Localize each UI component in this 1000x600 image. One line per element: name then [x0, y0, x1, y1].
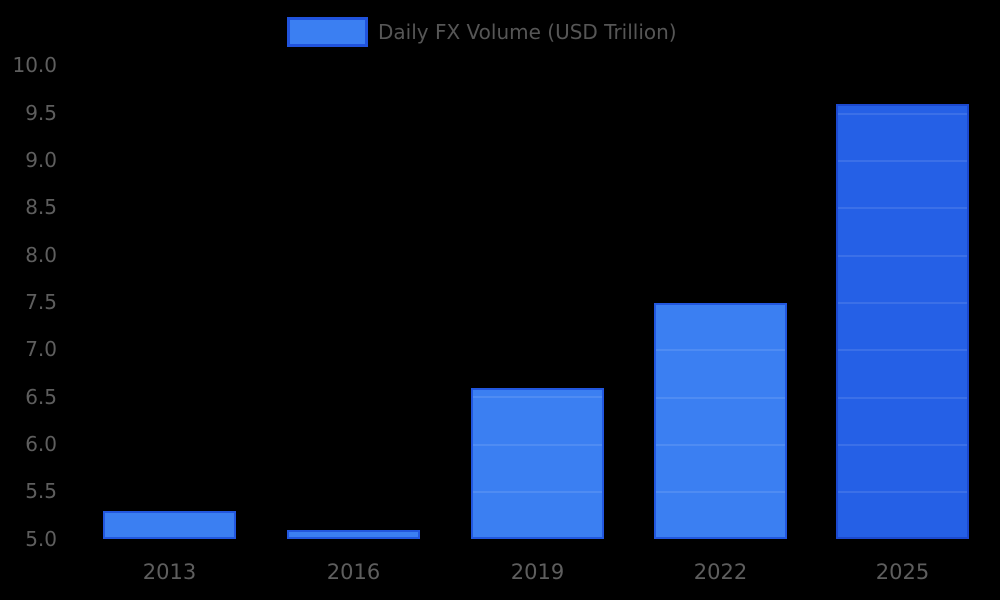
legend-label: Daily FX Volume (USD Trillion) [378, 20, 677, 44]
y-tick-label: 6.0 [25, 431, 57, 456]
gridline-stripe [838, 159, 967, 162]
gridline-stripe [838, 207, 967, 210]
bar-2022 [654, 302, 787, 540]
y-tick-label: 8.5 [25, 195, 57, 220]
x-tick-label-2022: 2022 [693, 560, 748, 584]
gridline-stripe [838, 443, 967, 446]
y-tick-label: 9.0 [25, 147, 57, 172]
gridline-stripe [656, 491, 785, 494]
y-tick-label: 8.0 [25, 242, 57, 267]
gridline-stripe [838, 254, 967, 257]
bar-2016 [287, 530, 420, 540]
gridline-stripe [838, 396, 967, 399]
x-tick-label-2025: 2025 [875, 560, 930, 584]
y-tick-label: 10.0 [12, 53, 57, 78]
bar-2013 [103, 511, 236, 540]
gridline-stripe [473, 443, 602, 446]
bar-2019 [471, 388, 604, 540]
gridline-stripe [473, 396, 602, 399]
gridline-stripe [838, 301, 967, 304]
gridline-stripe [473, 491, 602, 494]
gridline-stripe [838, 491, 967, 494]
y-tick-label: 7.5 [25, 289, 57, 314]
x-tick-label-2013: 2013 [142, 560, 197, 584]
gridline-stripe [838, 112, 967, 115]
y-tick-label: 7.0 [25, 337, 57, 362]
bar-2025 [836, 104, 969, 540]
x-tick-label-2016: 2016 [326, 560, 381, 584]
legend-swatch [287, 17, 368, 47]
gridline-stripe [656, 349, 785, 352]
gridline-stripe [656, 396, 785, 399]
y-tick-label: 5.5 [25, 479, 57, 504]
gridline-stripe [656, 443, 785, 446]
y-tick-label: 5.0 [25, 526, 57, 551]
chart-legend: Daily FX Volume (USD Trillion) [287, 17, 677, 47]
x-tick-label-2019: 2019 [510, 560, 565, 584]
gridline-stripe [838, 349, 967, 352]
y-tick-label: 9.5 [25, 100, 57, 125]
y-tick-label: 6.5 [25, 384, 57, 409]
